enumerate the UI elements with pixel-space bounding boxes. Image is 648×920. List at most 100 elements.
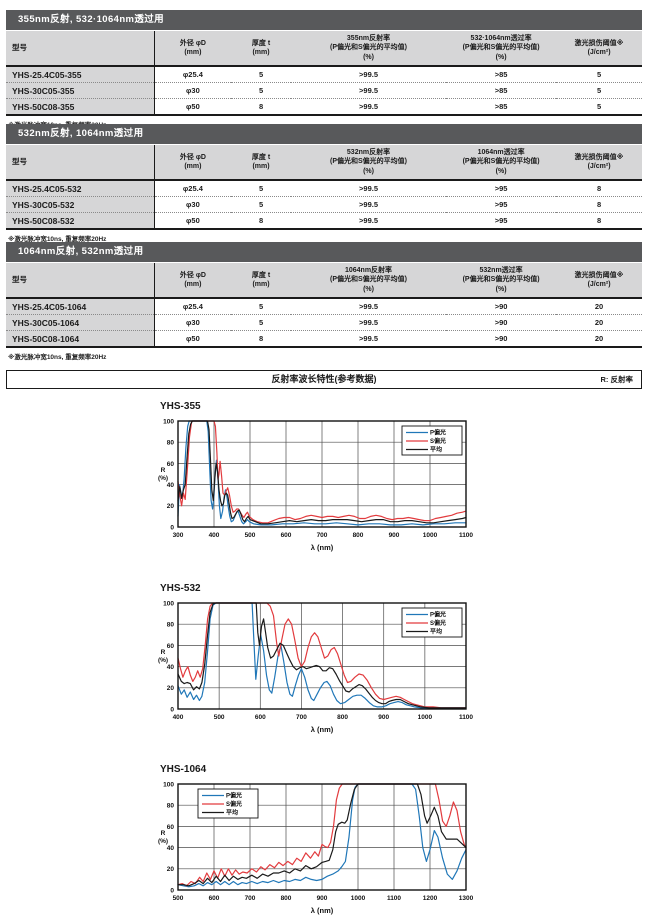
header-line: 型号: [12, 157, 27, 167]
x-tick-label: 1100: [459, 532, 473, 539]
legend-label-s: S偏光: [430, 437, 446, 445]
table-cell: >99.5: [290, 212, 447, 230]
table-cell: >90: [446, 314, 557, 331]
x-tick-label: 1100: [459, 714, 473, 721]
legend-label-p: P偏光: [430, 611, 446, 619]
y-axis-label-unit: (%): [158, 475, 168, 482]
table-cell: 5: [231, 196, 291, 213]
x-tick-label: 800: [281, 895, 292, 902]
y-axis-label-unit: (%): [158, 838, 168, 845]
x-axis-label: λ (nm): [311, 725, 334, 734]
x-tick-label: 1300: [459, 895, 474, 902]
y-tick-label: 0: [170, 887, 174, 894]
table-cell: >85: [446, 82, 557, 99]
legend-label-s: S偏光: [226, 800, 242, 808]
table-cell: 5: [556, 98, 642, 116]
table-row: YHS-30C05-1064 φ30 5 >99.5 >90 20: [6, 314, 642, 331]
section-header: 反射率波长特性(参考数据) R: 反射率: [6, 370, 642, 389]
header-line: 355nm反射率: [346, 35, 391, 42]
y-tick-label: 40: [167, 482, 175, 489]
table-cell: 5: [556, 82, 642, 99]
header-line: 532·1064nm透过率: [470, 35, 532, 42]
table-cell: φ25.4: [153, 298, 232, 315]
column-header: 厚度 t (mm): [231, 145, 291, 182]
column-header: 532·1064nm透过率 (P偏光和S偏光的平均值) (%): [446, 31, 557, 68]
x-tick-label: 700: [245, 895, 256, 902]
header-row: 型号 外径 φD (mm) 厚度 t (mm) 1064nm反射率 (P偏光和S偏光的平均值…: [6, 263, 642, 300]
table-cell: 5: [231, 66, 291, 83]
model-cell: YHS-50C08-355: [6, 98, 155, 116]
y-tick-label: 20: [167, 685, 175, 692]
table-cell: >90: [446, 298, 557, 315]
chart-canvas: 0 20 40 60 80 100 500 600 700 800 900 1000 1100 1200 1…: [158, 781, 474, 915]
x-tick-label: 1000: [418, 714, 433, 721]
x-tick-label: 600: [209, 895, 220, 902]
table-cell: >99.5: [290, 82, 447, 99]
table-cell: 8: [231, 330, 291, 348]
x-axis-label: λ (nm): [311, 906, 334, 915]
header-line: (J/cm²): [587, 281, 611, 289]
header-row: 型号 外径 φD (mm) 厚度 t (mm) 355nm反射率 (P偏光和S偏光的平均值)…: [6, 31, 642, 68]
column-header: 532nm反射率 (P偏光和S偏光的平均值) (%): [290, 145, 447, 182]
table-section-1064nm: 1064nm反射, 532nm透过用 型号 外径 φD (mm) 厚度 t (mm) 106…: [6, 242, 642, 361]
model-cell: YHS-25.4C05-1064: [6, 298, 155, 315]
x-tick-label: 900: [317, 895, 328, 902]
header-line: 532nm透过率: [479, 267, 523, 274]
table-head: 型号 外径 φD (mm) 厚度 t (mm) 355nm反射率 (P偏光和S偏光的平均值)…: [6, 31, 642, 68]
table-cell: >99.5: [290, 196, 447, 213]
header-line: (mm): [252, 49, 270, 57]
table-body: YHS-25.4C05-355 φ25.4 5 >99.5 >85 5 YHS-30C05-…: [6, 66, 642, 116]
table-cell: 8: [556, 180, 642, 197]
column-header: 532nm透过率 (P偏光和S偏光的平均值) (%): [446, 263, 557, 300]
model-cell: YHS-50C08-532: [6, 212, 155, 230]
column-header: 激光损伤阈值※ (J/cm²): [556, 31, 642, 68]
chart-title: YHS-1064: [160, 764, 207, 775]
x-tick-label: 1000: [351, 895, 366, 902]
table-cell: >95: [446, 212, 557, 230]
header-line: (J/cm²): [587, 163, 611, 171]
x-tick-label: 500: [173, 895, 184, 902]
table-cell: φ30: [153, 314, 232, 331]
column-header: 型号: [6, 263, 155, 300]
section-note: R: 反射率: [600, 375, 634, 384]
header-line: 1064nm透过率: [477, 149, 525, 156]
legend-label-avg: 平均: [430, 628, 442, 636]
table-cell: φ50: [153, 330, 232, 348]
chart-canvas: 0 20 40 60 80 100 300 400 500 600 700 800 900 1000 110…: [158, 418, 473, 552]
column-header: 外径 φD (mm): [153, 145, 232, 182]
section-title: 反射率波长特性(参考数据): [271, 374, 377, 384]
header-line: 厚度 t: [251, 153, 271, 161]
table-cell: 5: [231, 314, 291, 331]
series-s: [177, 783, 467, 887]
y-tick-label: 60: [167, 824, 175, 831]
y-axis-label: R: [161, 467, 166, 474]
column-header: 激光损伤阈值※ (J/cm²): [556, 145, 642, 182]
table-cell: >99.5: [290, 180, 447, 197]
table-footnote: ※激光脉冲宽10ns, 重复频率20Hz: [8, 236, 107, 244]
y-tick-label: 80: [167, 622, 175, 629]
header-line: 外径 φD: [179, 39, 206, 47]
table-cell: φ30: [153, 196, 232, 213]
header-line: (mm): [184, 163, 202, 171]
y-tick-label: 0: [170, 524, 174, 531]
table-cell: 5: [231, 298, 291, 315]
table-cell: >99.5: [290, 330, 447, 348]
table-cell: >95: [446, 196, 557, 213]
table-row: YHS-25.4C05-355 φ25.4 5 >99.5 >85 5: [6, 66, 642, 83]
x-tick-label: 1100: [387, 895, 401, 902]
header-line: (P偏光和S偏光的平均值): [462, 158, 540, 166]
model-cell: YHS-30C05-1064: [6, 314, 155, 331]
header-line: (%): [363, 285, 374, 293]
table-row: YHS-50C08-1064 φ50 8 >99.5 >90 20: [6, 330, 642, 348]
table-title: 1064nm反射, 532nm透过用: [6, 242, 642, 262]
y-axis-label-unit: (%): [158, 657, 168, 664]
table-title: 355nm反射, 532·1064nm透过用: [6, 10, 642, 30]
y-tick-label: 20: [167, 503, 175, 510]
header-line: (%): [363, 53, 374, 61]
table-head: 型号 外径 φD (mm) 厚度 t (mm) 532nm反射率 (P偏光和S偏光的平均值)…: [6, 145, 642, 182]
legend-label-avg: 平均: [226, 809, 238, 817]
y-tick-label: 40: [167, 664, 175, 671]
table-row: YHS-25.4C05-532 φ25.4 5 >99.5 >95 8: [6, 180, 642, 197]
table-cell: 20: [556, 298, 642, 315]
series-avg: [177, 602, 467, 709]
